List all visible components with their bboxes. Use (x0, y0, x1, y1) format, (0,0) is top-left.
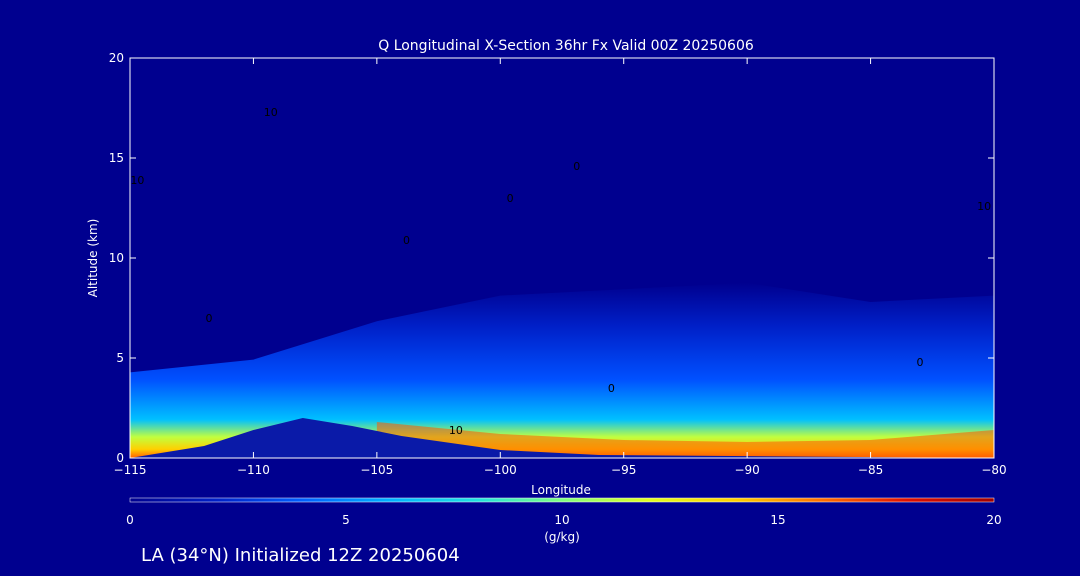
contour-label: 0 (205, 312, 212, 325)
x-tick-label: −95 (611, 463, 636, 477)
y-axis: 0 5 10 15 20 (109, 51, 994, 465)
contour-label: 0 (573, 160, 580, 173)
x-tick-label: −85 (858, 463, 883, 477)
x-tick-label: −80 (981, 463, 1006, 477)
colorbar-tick-label: 20 (986, 513, 1001, 527)
y-tick-label: 20 (109, 51, 124, 65)
y-tick-label: 5 (116, 351, 124, 365)
colorbar-label: (g/kg) (544, 530, 580, 544)
x-tick-label: −105 (360, 463, 393, 477)
contour-label: 10 (264, 106, 278, 119)
terrain (130, 418, 994, 458)
colorbar-tick-label: 0 (126, 513, 134, 527)
contour-label: 10 (449, 424, 463, 437)
contour-label: 10 (977, 200, 991, 213)
chart-title: Q Longitudinal X-Section 36hr Fx Valid 0… (378, 38, 754, 54)
plot-area: 10 10 0 0 0 0 0 10 0 10 (130, 106, 994, 458)
moisture-field (130, 282, 994, 458)
x-tick-label: −115 (114, 463, 147, 477)
x-tick-label: −110 (237, 463, 270, 477)
x-tick-label: −100 (484, 463, 517, 477)
x-axis-label: Longitude (531, 483, 591, 497)
x-axis: −115 −110 −105 −100 −95 −90 −85 −80 (114, 58, 1007, 477)
y-axis-label: Altitude (km) (86, 219, 100, 298)
y-tick-label: 15 (109, 151, 124, 165)
moisture-core (376, 422, 994, 458)
footer-caption: LA (34°N) Initialized 12Z 20250604 (141, 545, 460, 566)
contour-label: 10 (130, 174, 144, 187)
contour-label: 0 (916, 356, 923, 369)
y-tick-label: 0 (116, 451, 124, 465)
contour-label: 0 (403, 234, 410, 247)
colorbar-tick-label: 15 (770, 513, 785, 527)
contour-label: 0 (608, 382, 615, 395)
contour-label: 0 (507, 192, 514, 205)
colorbar-tick-label: 5 (342, 513, 350, 527)
colorbar-tick-label: 10 (554, 513, 569, 527)
x-tick-label: −90 (734, 463, 759, 477)
colorbar-ramp (129, 497, 995, 503)
colorbar: 0 5 10 15 20 (126, 497, 1002, 527)
y-tick-label: 10 (109, 251, 124, 265)
